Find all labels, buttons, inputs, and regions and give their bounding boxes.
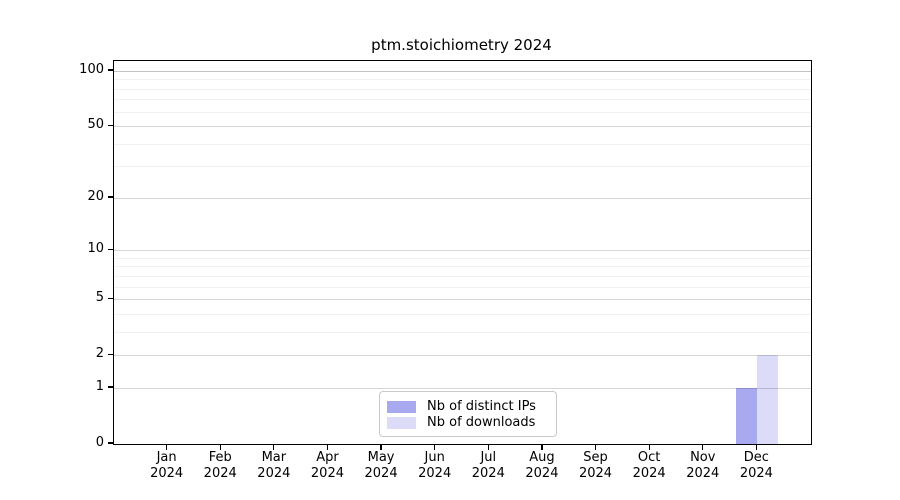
x-tick-label: Aug 2024 — [510, 450, 574, 482]
y-tick-mark — [108, 353, 113, 355]
x-tick-label: Jul 2024 — [456, 450, 520, 482]
x-tick-label: Mar 2024 — [242, 450, 306, 482]
x-tick-month: Jul — [480, 450, 497, 465]
legend-label: Nb of distinct IPs — [427, 399, 536, 414]
minor-gridline — [114, 79, 811, 81]
y-tick-mark — [108, 386, 113, 388]
y-tick-mark — [108, 124, 113, 126]
x-tick-year: 2024 — [150, 466, 184, 481]
minor-gridline — [114, 331, 811, 333]
y-tick-label: 10 — [87, 241, 104, 257]
x-tick-mark — [380, 444, 382, 450]
x-tick-mark — [541, 444, 543, 450]
minor-gridline — [114, 275, 811, 277]
x-tick-label: Jan 2024 — [135, 450, 199, 482]
x-tick-mark — [594, 444, 597, 450]
x-tick-mark — [219, 444, 221, 450]
y-tick-label: 5 — [95, 290, 104, 306]
x-tick-mark — [434, 444, 436, 450]
minor-gridline — [114, 88, 811, 90]
x-tick-month: Aug — [529, 450, 555, 465]
x-tick-label: Sep 2024 — [564, 450, 628, 482]
x-tick-month: Jan — [156, 450, 177, 465]
x-tick-month: Jun — [424, 450, 445, 465]
x-tick-month: Mar — [261, 450, 287, 465]
x-tick-mark — [648, 444, 650, 450]
x-tick-year: 2024 — [257, 466, 291, 481]
x-tick-year: 2024 — [364, 466, 398, 481]
legend-swatch — [387, 416, 416, 429]
y-tick-mark — [108, 196, 113, 198]
x-tick-label: May 2024 — [349, 450, 413, 482]
legend-item: Nb of downloads — [387, 415, 546, 430]
x-tick-year: 2024 — [418, 466, 452, 481]
major-gridline — [114, 387, 811, 389]
minor-gridline — [114, 313, 811, 315]
x-tick-mark — [326, 444, 329, 450]
x-tick-year: 2024 — [310, 466, 344, 481]
chart-title: ptm.stoichiometry 2024 — [371, 36, 552, 54]
y-tick-label: 1 — [95, 378, 104, 394]
x-tick-year: 2024 — [578, 466, 613, 481]
y-tick-mark — [108, 297, 113, 299]
x-tick-month: Dec — [743, 450, 769, 465]
x-tick-month: Oct — [637, 450, 661, 465]
plot-area — [113, 60, 812, 445]
x-tick-year: 2024 — [686, 466, 720, 481]
x-tick-mark — [755, 444, 757, 450]
minor-gridline — [114, 99, 811, 101]
x-tick-label: Nov 2024 — [671, 450, 735, 482]
x-tick-label: Apr 2024 — [295, 450, 359, 482]
bar-distinct-ips — [736, 387, 758, 444]
x-tick-year: 2024 — [632, 466, 666, 481]
major-gridline — [114, 250, 811, 252]
major-gridline — [114, 355, 811, 357]
legend-swatch — [387, 400, 416, 413]
x-tick-label: Feb 2024 — [188, 450, 252, 482]
x-tick-label: Jun 2024 — [403, 450, 467, 482]
x-tick-month: Sep — [583, 450, 608, 465]
y-tick-label: 20 — [87, 188, 104, 204]
x-tick-mark — [487, 444, 489, 450]
x-tick-month: Nov — [690, 450, 716, 465]
minor-gridline — [114, 143, 811, 145]
major-gridline — [114, 126, 811, 128]
x-tick-month: Feb — [208, 450, 232, 465]
y-tick-label: 50 — [87, 117, 104, 133]
x-tick-mark — [702, 444, 704, 450]
y-tick-label: 2 — [95, 346, 104, 362]
x-tick-month: May — [367, 450, 395, 465]
legend-label: Nb of downloads — [427, 415, 536, 430]
x-tick-year: 2024 — [471, 466, 505, 481]
y-tick-label: 0 — [95, 435, 104, 450]
minor-gridline — [114, 286, 811, 288]
x-tick-mark — [166, 444, 168, 450]
x-tick-label: Dec 2024 — [724, 450, 788, 482]
y-tick-mark — [108, 69, 113, 71]
y-tick-mark — [108, 442, 113, 444]
x-tick-label: Oct 2024 — [617, 450, 681, 482]
major-gridline — [114, 197, 811, 199]
x-tick-year: 2024 — [739, 466, 773, 481]
major-gridline — [114, 71, 811, 72]
legend: Nb of distinct IPs Nb of downloads — [379, 391, 557, 437]
minor-gridline — [114, 166, 811, 168]
y-tick-mark — [108, 248, 113, 250]
minor-gridline — [114, 266, 811, 268]
minor-gridline — [114, 257, 811, 259]
x-tick-month: Apr — [316, 450, 339, 465]
major-gridline — [114, 299, 811, 301]
y-tick-label: 100 — [79, 62, 104, 77]
x-tick-year: 2024 — [203, 466, 237, 481]
legend-item: Nb of distinct IPs — [387, 399, 546, 414]
bar-downloads — [757, 355, 779, 444]
minor-gridline — [114, 111, 811, 113]
x-tick-year: 2024 — [525, 466, 559, 481]
x-tick-mark — [273, 444, 275, 450]
